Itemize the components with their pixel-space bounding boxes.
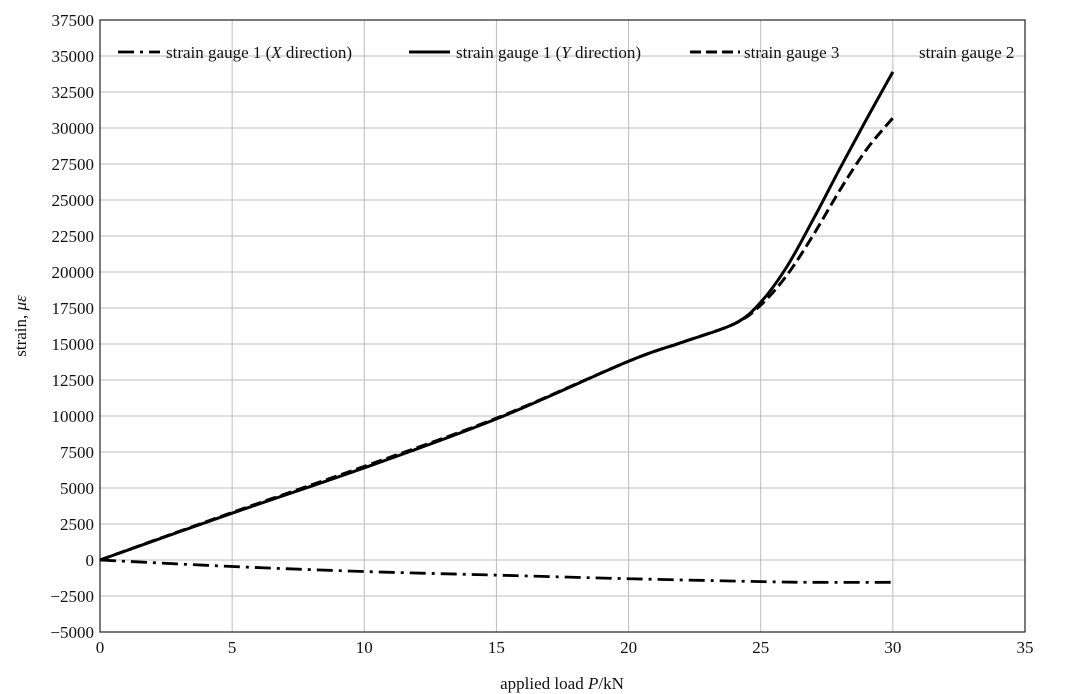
- series-line-3: [99, 116, 895, 562]
- legend-label-part: X: [270, 43, 282, 62]
- x-tick-label: 5: [228, 638, 237, 657]
- y-tick-label: 17500: [52, 299, 95, 318]
- legend-label-part: Y: [561, 43, 572, 62]
- y-tick-label: 2500: [60, 515, 94, 534]
- y-tick-label: 5000: [60, 479, 94, 498]
- legend-label-3: strain gauge 3: [744, 43, 839, 62]
- legend-label-part: direction): [282, 43, 352, 62]
- y-tick-label: 7500: [60, 443, 94, 462]
- x-tick-label: 10: [356, 638, 373, 657]
- x-axis-label: applied load P/kN: [500, 674, 624, 693]
- grid: [99, 19, 1026, 633]
- y-tick-label: 22500: [52, 227, 95, 246]
- x-axis-ticks: 0 5 10 15 20 25 30 35: [96, 638, 1034, 657]
- legend-label-part: strain gauge 1 (: [166, 43, 272, 62]
- x-tick-label: 25: [752, 638, 769, 657]
- legend-label-4: strain gauge 2: [919, 43, 1014, 62]
- y-tick-label: 20000: [52, 263, 95, 282]
- legend: strain gauge 1 (X direction) strain gauge…: [118, 43, 1014, 62]
- legend-label-part: strain gauge 2: [919, 43, 1014, 62]
- legend-label-1: strain gauge 1 (X direction): [166, 43, 352, 62]
- series: [99, 71, 895, 584]
- y-axis-ticks: −5000 −2500 0 2500 5000 7500 10000 12500 15000 17…: [50, 11, 94, 642]
- x-tick-label: 35: [1017, 638, 1034, 657]
- legend-label-part: strain gauge 1 (: [456, 43, 562, 62]
- y-tick-label: 35000: [52, 47, 95, 66]
- x-tick-label: 0: [96, 638, 105, 657]
- x-tick-label: 15: [488, 638, 505, 657]
- y-tick-label: 25000: [52, 191, 95, 210]
- y-axis-label: strain, με: [11, 295, 30, 357]
- legend-label-part: direction): [571, 43, 641, 62]
- x-tick-label: 30: [884, 638, 901, 657]
- x-axis-label-part: /kN: [598, 674, 624, 693]
- y-axis-label-part: με: [11, 295, 30, 312]
- y-tick-label: 10000: [52, 407, 95, 426]
- y-tick-label: −5000: [50, 623, 94, 642]
- y-tick-label: 37500: [52, 11, 95, 30]
- x-axis-label-part: applied load: [500, 674, 588, 693]
- x-axis-label-part: P: [587, 674, 598, 693]
- y-tick-label: 0: [86, 551, 95, 570]
- y-tick-label: 27500: [52, 155, 95, 174]
- x-tick-label: 20: [620, 638, 637, 657]
- y-tick-label: −2500: [50, 587, 94, 606]
- y-tick-label: 32500: [52, 83, 95, 102]
- y-axis-label-part: strain,: [11, 310, 30, 356]
- legend-label-2: strain gauge 1 (Y direction): [456, 43, 641, 62]
- plot-frame: [99, 19, 1026, 633]
- series-line-1: [99, 558, 893, 584]
- legend-label-part: strain gauge 3: [744, 43, 839, 62]
- y-tick-label: 15000: [52, 335, 95, 354]
- y-tick-label: 30000: [52, 119, 95, 138]
- y-tick-label: 12500: [52, 371, 95, 390]
